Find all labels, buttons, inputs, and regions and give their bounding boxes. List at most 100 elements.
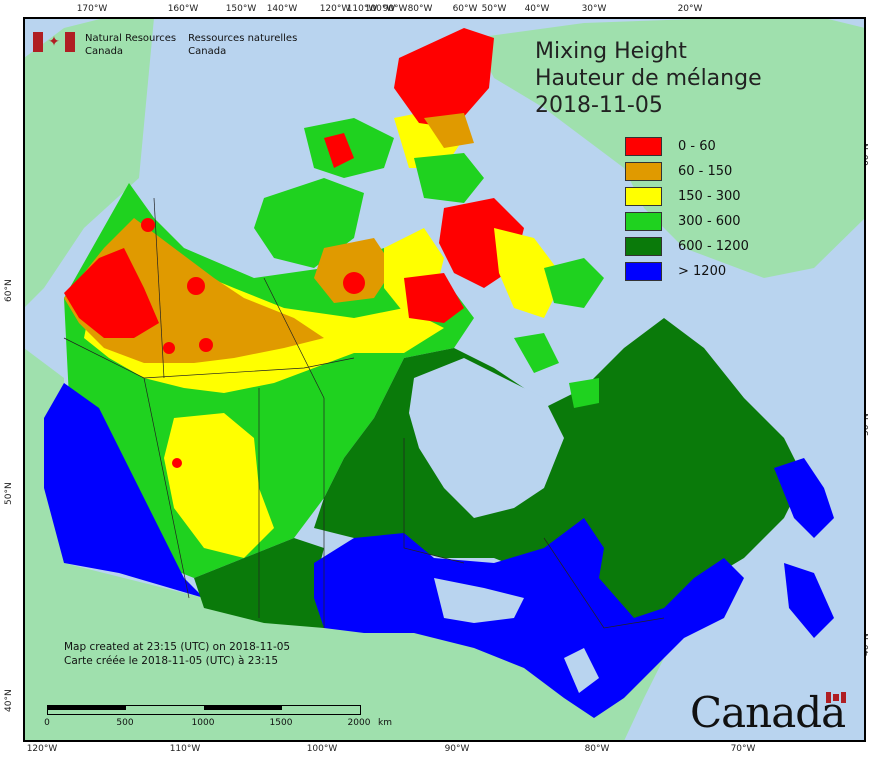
scale-label: 0: [44, 718, 50, 728]
arctic-island: [324, 133, 354, 168]
zone-gt-1200-labrador: [774, 458, 834, 538]
tick-top: 120°W: [319, 4, 351, 14]
legend-swatch: [625, 237, 662, 256]
boundaries: [63, 197, 665, 629]
lake-ontario: [564, 648, 599, 693]
tick-bottom: 110°W: [169, 744, 201, 754]
arctic-island: [424, 113, 474, 148]
tick-top: 140°W: [266, 4, 298, 14]
tick-left: 60°N: [4, 279, 14, 302]
tick-top: 100°W: [364, 4, 396, 14]
legend-swatch: [625, 162, 662, 181]
legend-item: 600 - 1200: [625, 234, 749, 259]
boundary-bc-ab: [143, 377, 190, 599]
zone-0-60-spot: [141, 218, 155, 232]
agency-name-en: Natural Resources: [85, 33, 177, 44]
canada-wordmark: Canada: [690, 688, 846, 737]
tick-top: 150°W: [225, 4, 257, 14]
wordmark-flag-icon: [826, 692, 846, 703]
ellesmere-island: [394, 28, 494, 128]
legend-swatch: [625, 187, 662, 206]
agency-name-fr: Ressources naturelles: [188, 33, 298, 44]
legend: 0 - 60 60 - 150 150 - 300 300 - 600 600 …: [625, 134, 749, 284]
zone-0-60-spot: [187, 277, 205, 295]
tick-top: 30°W: [581, 4, 607, 14]
tick-bottom: 70°W: [730, 744, 756, 754]
arctic-island: [544, 258, 604, 308]
zone-gt-1200-southeast: [314, 518, 744, 718]
legend-swatch: [625, 137, 662, 156]
title-english: Mixing Height: [535, 39, 687, 64]
tick-bottom: 90°W: [444, 744, 470, 754]
mixing-height-map: [24, 18, 865, 741]
zone-gt-1200-atlantic: [784, 563, 834, 638]
tick-bottom: 120°W: [26, 744, 58, 754]
title-date: 2018-11-05: [535, 93, 663, 118]
legend-label: 300 - 600: [678, 214, 741, 229]
tick-top: 110°W: [346, 4, 378, 14]
scale-segment: [48, 706, 126, 710]
canada-flag-icon: ✦: [33, 32, 75, 52]
legend-label: 600 - 1200: [678, 239, 749, 254]
tick-left: 40°N: [4, 689, 14, 712]
tick-top: 40°W: [524, 4, 550, 14]
great-lakes: [434, 578, 524, 623]
scale-unit: km: [378, 718, 392, 728]
zone-0-60-spot: [343, 272, 365, 294]
map-credit: Map created at 23:15 (UTC) on 2018-11-05…: [64, 640, 290, 668]
legend-item: 0 - 60: [625, 134, 749, 159]
mixing-height-zones: [44, 28, 834, 718]
boundary-yt-nt: [153, 197, 165, 379]
map-border: [24, 18, 865, 741]
legend-label: 150 - 300: [678, 189, 741, 204]
agency-name-en-country: Canada: [85, 46, 124, 57]
legend-label: 0 - 60: [678, 139, 716, 154]
zone-150-300-prairie: [164, 413, 274, 558]
legend-swatch: [625, 262, 662, 281]
boundary-60n: [63, 337, 355, 379]
tick-top: 50°W: [481, 4, 507, 14]
legend-item: > 1200: [625, 259, 749, 284]
tick-top: 80°W: [407, 4, 433, 14]
zone-0-60-spot: [199, 338, 213, 352]
scale-bar: [47, 705, 361, 715]
arctic-island: [314, 238, 394, 303]
scale-label: 500: [116, 718, 134, 728]
tick-top: 170°W: [76, 4, 108, 14]
legend-item: 300 - 600: [625, 209, 749, 234]
scale-label: 1000: [191, 718, 215, 728]
greenland: [474, 18, 865, 278]
credit-french: Carte créée le 2018-11-05 (UTC) à 23:15: [64, 655, 279, 667]
scale-label: 1500: [269, 718, 293, 728]
tick-top: 60°W: [452, 4, 478, 14]
legend-item: 150 - 300: [625, 184, 749, 209]
tick-left: 50°N: [4, 482, 14, 505]
zone-0-60-spot: [163, 342, 175, 354]
arctic-island: [404, 273, 464, 323]
zone-0-60-yukon: [64, 248, 159, 338]
alaska: [24, 18, 154, 308]
tick-bottom: 80°W: [584, 744, 610, 754]
scale-segment: [204, 706, 282, 710]
tick-top: 90°W: [382, 4, 408, 14]
legend-item: 60 - 150: [625, 159, 749, 184]
zone-0-60-spot: [172, 458, 182, 468]
arctic-island: [414, 153, 484, 203]
agency-name-fr-country: Canada: [188, 46, 227, 57]
hudson-bay: [409, 358, 564, 518]
scale-label: 2000: [347, 718, 371, 728]
title-french: Hauteur de mélange: [535, 66, 762, 91]
baffin-island: [494, 228, 564, 318]
arctic-island: [569, 378, 599, 408]
legend-label: 60 - 150: [678, 164, 733, 179]
credit-english: Map created at 23:15 (UTC) on 2018-11-05: [64, 641, 291, 653]
tick-top: 20°W: [677, 4, 703, 14]
boundary-nt-nu: [263, 277, 325, 399]
tick-top: 160°W: [167, 4, 199, 14]
legend-swatch: [625, 212, 662, 231]
map-title: Mixing Height Hauteur de mélange 2018-11…: [535, 38, 762, 119]
agency-signature: ✦ Natural Resources Canada Ressources na…: [33, 32, 297, 58]
arctic-island: [514, 333, 559, 373]
legend-label: > 1200: [678, 264, 727, 279]
